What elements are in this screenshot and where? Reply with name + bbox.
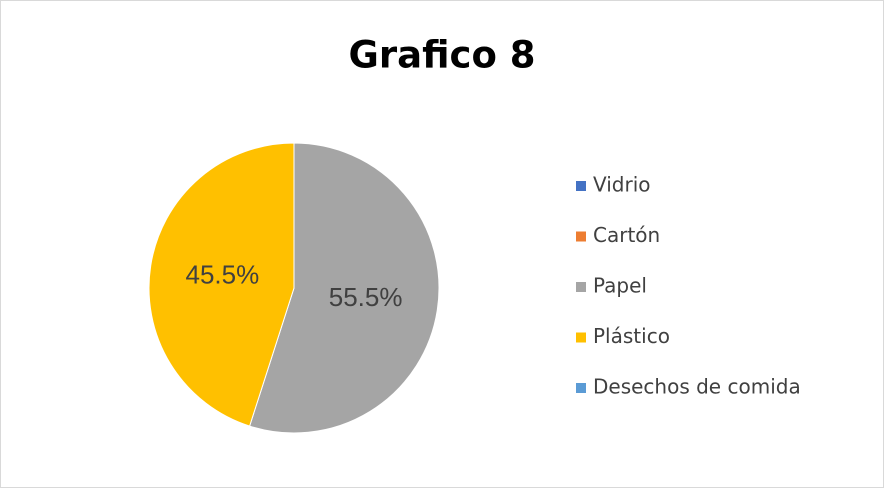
legend-label: Cartón <box>593 223 660 247</box>
data-label: 55.5% <box>329 282 403 312</box>
pie-slice <box>248 142 440 434</box>
legend-swatch <box>576 282 586 292</box>
legend-swatch <box>576 181 586 191</box>
legend-label: Plástico <box>593 324 670 348</box>
chart-title: Grafico 8 <box>349 34 536 77</box>
legend-swatch <box>576 231 586 242</box>
legend-swatch <box>576 332 586 343</box>
legend-label: Desechos de comida <box>593 375 801 399</box>
legend-label: Vidrio <box>593 173 651 197</box>
data-label: 45.5% <box>186 260 260 290</box>
pie-slice <box>148 142 295 427</box>
legend-label: Papel <box>593 274 647 298</box>
legend-swatch <box>576 383 586 393</box>
